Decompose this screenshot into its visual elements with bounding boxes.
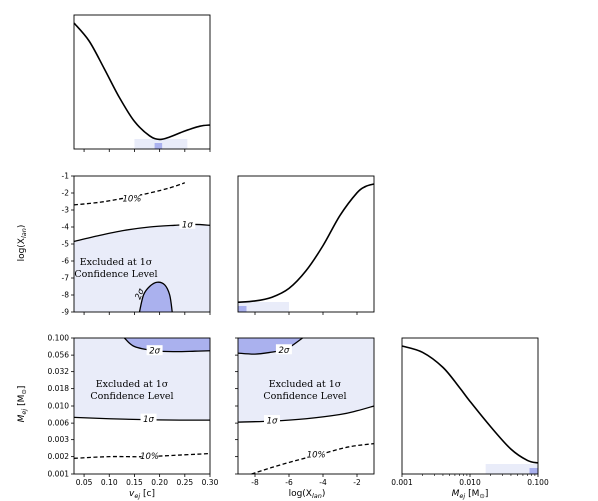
y-tick-label: -3 — [62, 206, 70, 215]
xlabel-vej: vej [c] — [129, 489, 155, 500]
contour-label-bg — [308, 449, 325, 460]
excluded-region-1sigma — [238, 338, 374, 423]
y-tick-label: -8 — [62, 291, 70, 300]
contour-label-bg — [146, 345, 163, 356]
excluded-region-2sigma — [124, 338, 210, 352]
contour-label: 2σ — [149, 347, 160, 357]
y-tick-label: -6 — [62, 257, 70, 266]
contour-label-bg — [179, 218, 196, 229]
excluded-region-1sigma — [74, 338, 210, 421]
y-tick-label: -4 — [62, 223, 70, 232]
ylabel-mej: Mej [M⊙] — [17, 386, 28, 423]
marginal-line — [237, 183, 375, 304]
credible-interval-dark — [154, 143, 163, 149]
contour-label-bg — [275, 344, 292, 355]
logxlan-marginal-panel — [237, 175, 375, 315]
x-tick-label: 0.30 — [202, 478, 219, 487]
credible-interval-dark — [529, 468, 538, 474]
annotation-bottom-mid-line1: Excluded at 1σ — [269, 379, 342, 390]
credible-interval-dark — [238, 306, 247, 312]
contour-2sigma — [138, 281, 173, 313]
contour-10pct — [73, 182, 186, 206]
contour-2sigma — [123, 337, 211, 353]
x-tick-label: 0.05 — [76, 478, 93, 487]
excluded-region-1sigma — [74, 224, 210, 312]
y-tick-label: 0.010 — [48, 402, 70, 411]
annotation-bottom-mid-line2: Confidence Level — [263, 391, 346, 402]
y-tick-label: -5 — [62, 240, 70, 249]
marginal-line — [401, 345, 539, 464]
marginal-line — [73, 22, 211, 141]
xlabel-mej: Mej [M⊙] — [452, 489, 489, 500]
contour-label-bg — [123, 192, 140, 203]
y-tick-label: -1 — [62, 172, 70, 181]
x-tick-label: 0.15 — [126, 478, 143, 487]
y-tick-label: 0.001 — [48, 470, 70, 479]
xlabel-logxlan: log(Xlan) — [289, 489, 326, 500]
y-tick-label: 0.056 — [48, 351, 70, 360]
y-tick-label: -2 — [62, 189, 70, 198]
y-tick-label: -7 — [62, 274, 70, 283]
y-tick-label: 0.006 — [48, 419, 70, 428]
contour-label-bg — [140, 413, 157, 424]
contour-label: 1σ — [143, 415, 154, 425]
mej-marginal-panel: 0.001 0.010 0.100 — [391, 337, 549, 487]
y-tick-label: -9 — [62, 308, 70, 317]
credible-interval-light — [485, 464, 538, 474]
contour-label: 10% — [307, 451, 326, 461]
annotation-bottom-left-line1: Excluded at 1σ — [96, 379, 169, 390]
x-tick-label: -4 — [319, 478, 327, 487]
x-tick-label: 0.25 — [176, 478, 193, 487]
credible-interval-light — [238, 302, 289, 312]
x-tick-label: -6 — [285, 478, 293, 487]
logxlan-vs-mej-panel: -8 -6 -4 -2 10% 1σ 2σ — [235, 337, 375, 487]
y-tick-label: 0.003 — [48, 435, 70, 444]
x-tick-label: 0.20 — [151, 478, 168, 487]
x-tick-label: 0.10 — [101, 478, 118, 487]
y-tick-label: 0.032 — [48, 367, 70, 376]
contour-label-bg — [141, 450, 158, 461]
contour-label: 10% — [122, 194, 141, 204]
contour-label: 1σ — [182, 220, 193, 230]
x-tick-label: 0.100 — [527, 478, 549, 487]
y-tick-label: 0.002 — [48, 452, 70, 461]
contour-label: 2σ — [279, 346, 290, 356]
annotation-bottom-left-line2: Confidence Level — [90, 391, 173, 402]
y-tick-label: 0.018 — [48, 384, 70, 393]
x-tick-label: 0.010 — [459, 478, 481, 487]
excluded-region-2sigma — [238, 338, 303, 355]
x-tick-label: -8 — [251, 478, 259, 487]
x-tick-label: -2 — [353, 478, 361, 487]
contour-label: 2σ — [133, 287, 147, 301]
vej-marginal-panel — [73, 14, 211, 152]
vej-vs-logxlan-panel: -1 -2 -3 -4 -5 -6 -7 -8 -9 10% 1σ 2σ — [62, 172, 211, 317]
contour-label: 1σ — [267, 417, 278, 427]
contour-label: 10% — [140, 452, 159, 462]
annotation-top-left-line1: Excluded at 1σ — [80, 257, 153, 268]
y-tick-label: 0.100 — [48, 334, 70, 343]
vej-vs-mej-panel: 0.100 0.056 0.032 0.018 0.010 0.006 0.003 0.002… — [48, 334, 219, 487]
panel-frame — [237, 175, 375, 313]
x-tick-label: 0.001 — [391, 478, 413, 487]
contour-label-bg — [264, 415, 280, 426]
annotation-top-left-line2: Confidence Level — [74, 269, 157, 280]
excluded-region-2sigma — [139, 282, 173, 312]
panel-frame — [73, 14, 211, 150]
ylabel-logxlan: log(Xlan) — [17, 225, 28, 262]
